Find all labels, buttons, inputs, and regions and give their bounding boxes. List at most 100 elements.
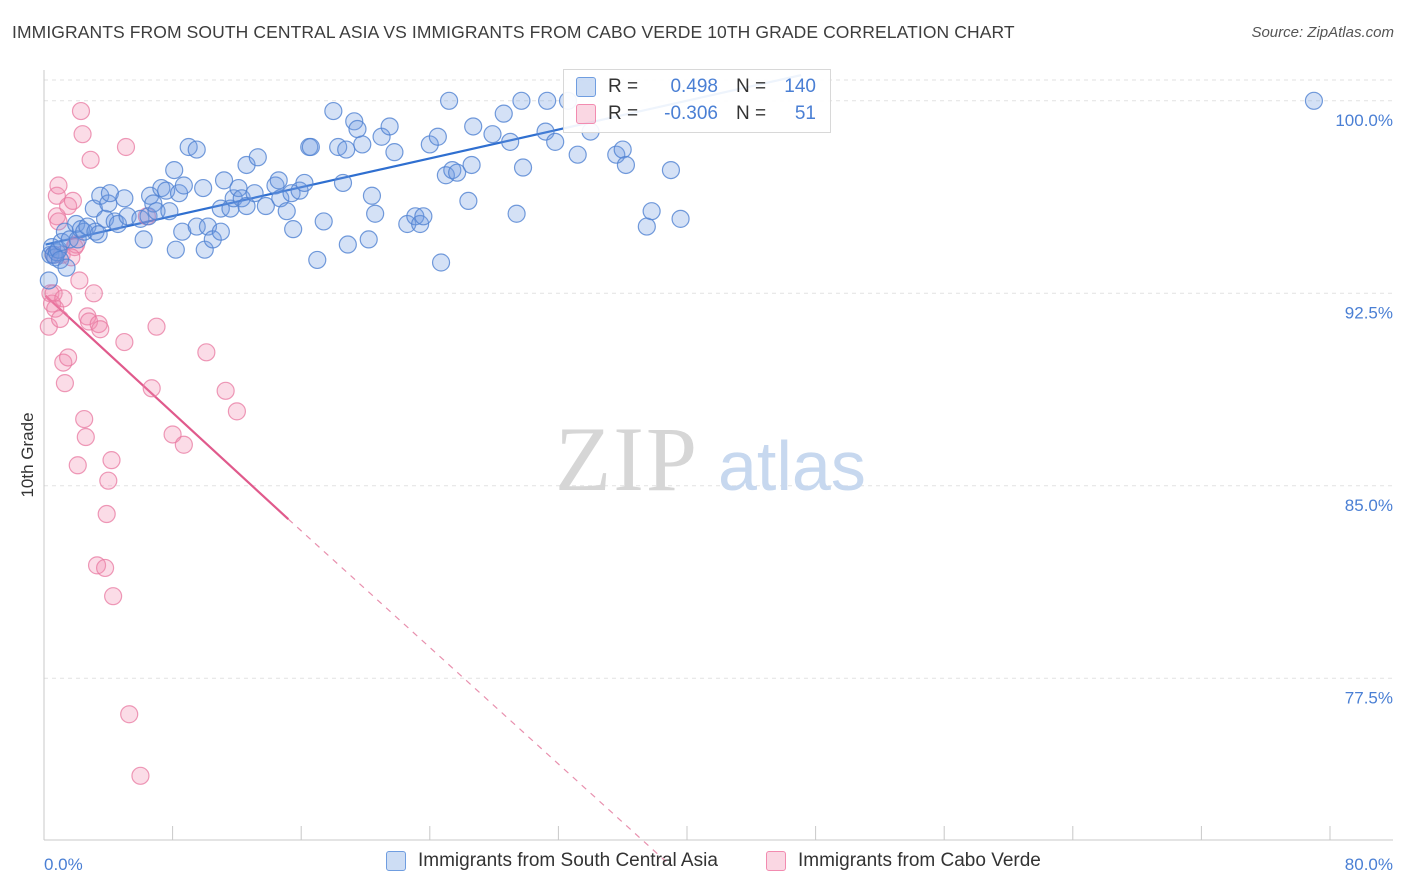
point-cabo-verde [59, 196, 78, 216]
n-value: 51 [794, 103, 816, 124]
point-cabo-verde [116, 137, 136, 157]
point-south-central-asia [333, 173, 353, 193]
point-cabo-verde [95, 558, 115, 578]
point-south-central-asia [284, 220, 303, 239]
point-south-central-asia [448, 163, 467, 182]
point-south-central-asia [152, 178, 171, 198]
point-south-central-asia [89, 225, 108, 244]
point-south-central-asia [166, 240, 185, 259]
point-cabo-verde [142, 379, 161, 398]
point-south-central-asia [214, 171, 234, 190]
point-south-central-asia [501, 132, 520, 151]
point-cabo-verde [81, 150, 100, 169]
point-south-central-asia [115, 189, 134, 208]
point-south-central-asia [359, 230, 378, 249]
chart-title: IMMIGRANTS FROM SOUTH CENTRAL ASIA VS IM… [12, 22, 1015, 42]
series-legend: Immigrants from South Central Asia Immig… [0, 850, 1406, 878]
point-south-central-asia [538, 91, 557, 110]
r-value: -0.306 [664, 103, 718, 124]
point-south-central-asia [245, 184, 264, 203]
r-value: 0.498 [670, 76, 718, 97]
x-tick-label: 0.0% [44, 855, 83, 874]
point-south-central-asia [642, 202, 661, 221]
point-south-central-asia [464, 117, 483, 136]
point-south-central-asia [173, 222, 192, 241]
point-cabo-verde [104, 587, 123, 606]
point-south-central-asia [308, 250, 327, 270]
legend-label: Immigrants from South Central Asia [418, 850, 718, 871]
legend-swatch-pink [576, 104, 596, 124]
y-tick-label: 100.0% [1335, 111, 1393, 130]
point-south-central-asia [428, 127, 447, 146]
watermark: ZIP atlas [555, 408, 866, 510]
point-cabo-verde [147, 317, 166, 336]
point-south-central-asia [100, 184, 120, 203]
point-south-central-asia [380, 117, 399, 136]
point-south-central-asia [229, 178, 248, 198]
x-tick-labels: 0.0% 80.0% [44, 855, 1393, 874]
point-south-central-asia [314, 212, 333, 231]
point-cabo-verde [227, 402, 246, 421]
point-cabo-verde [102, 451, 121, 470]
point-cabo-verde [163, 425, 182, 444]
point-cabo-verde [120, 705, 139, 724]
point-cabo-verde [63, 191, 83, 210]
point-south-central-asia [546, 132, 565, 151]
point-south-central-asia [338, 235, 357, 254]
point-south-central-asia [362, 186, 382, 205]
point-south-central-asia [86, 222, 105, 241]
point-cabo-verde [49, 176, 68, 195]
point-south-central-asia [568, 145, 587, 164]
point-south-central-asia [507, 204, 526, 223]
y-axis-label: 10th Grade [18, 412, 37, 498]
point-south-central-asia [661, 161, 681, 180]
n-value: 140 [784, 76, 816, 97]
point-south-central-asia [613, 140, 632, 159]
legend-item-south-central-asia: Immigrants from South Central Asia [386, 850, 718, 872]
correlation-legend: R = 0.498 N = 140 R = -0.306 N = 51 [563, 69, 831, 133]
point-south-central-asia [431, 253, 451, 272]
point-cabo-verde [99, 471, 118, 490]
chart-source: Source: ZipAtlas.com [1251, 24, 1394, 41]
point-south-central-asia [269, 171, 288, 190]
y-tick-labels: 100.0% 92.5% 85.0% 77.5% [1335, 111, 1393, 707]
point-south-central-asia [187, 140, 206, 159]
point-south-central-asia [671, 209, 690, 228]
point-south-central-asia [1304, 91, 1324, 110]
point-south-central-asia [353, 135, 372, 154]
point-south-central-asia [512, 91, 531, 110]
point-south-central-asia [459, 191, 478, 210]
point-cabo-verde [131, 766, 150, 785]
y-tick-label: 85.0% [1345, 496, 1393, 515]
point-south-central-asia [513, 158, 533, 177]
point-cabo-verde [115, 332, 134, 352]
point-south-central-asia [439, 91, 459, 110]
point-cabo-verde [91, 320, 110, 339]
point-cabo-verde [54, 353, 73, 372]
point-cabo-verde [97, 504, 116, 524]
axes [43, 70, 1393, 841]
r-label: R = [608, 76, 639, 97]
point-cabo-verde [73, 125, 92, 144]
point-south-central-asia [160, 202, 179, 221]
point-cabo-verde [59, 348, 78, 367]
point-south-central-asia [174, 176, 193, 195]
point-cabo-verde [84, 284, 103, 303]
point-south-central-asia [57, 258, 76, 277]
point-cabo-verde [216, 381, 235, 400]
n-label: N = [736, 76, 767, 97]
point-south-central-asia [39, 271, 58, 290]
point-south-central-asia [494, 104, 513, 123]
point-south-central-asia [165, 161, 184, 180]
legend-label: Immigrants from Cabo Verde [798, 850, 1041, 871]
point-south-central-asia [483, 125, 502, 144]
point-cabo-verde [54, 289, 73, 308]
point-south-central-asia [134, 230, 153, 249]
y-tick-label: 92.5% [1345, 303, 1393, 322]
point-south-central-asia [194, 178, 213, 198]
point-cabo-verde [50, 309, 70, 329]
point-south-central-asia [414, 207, 433, 226]
point-south-central-asia [211, 199, 230, 218]
y-tick-label: 77.5% [1345, 688, 1393, 707]
